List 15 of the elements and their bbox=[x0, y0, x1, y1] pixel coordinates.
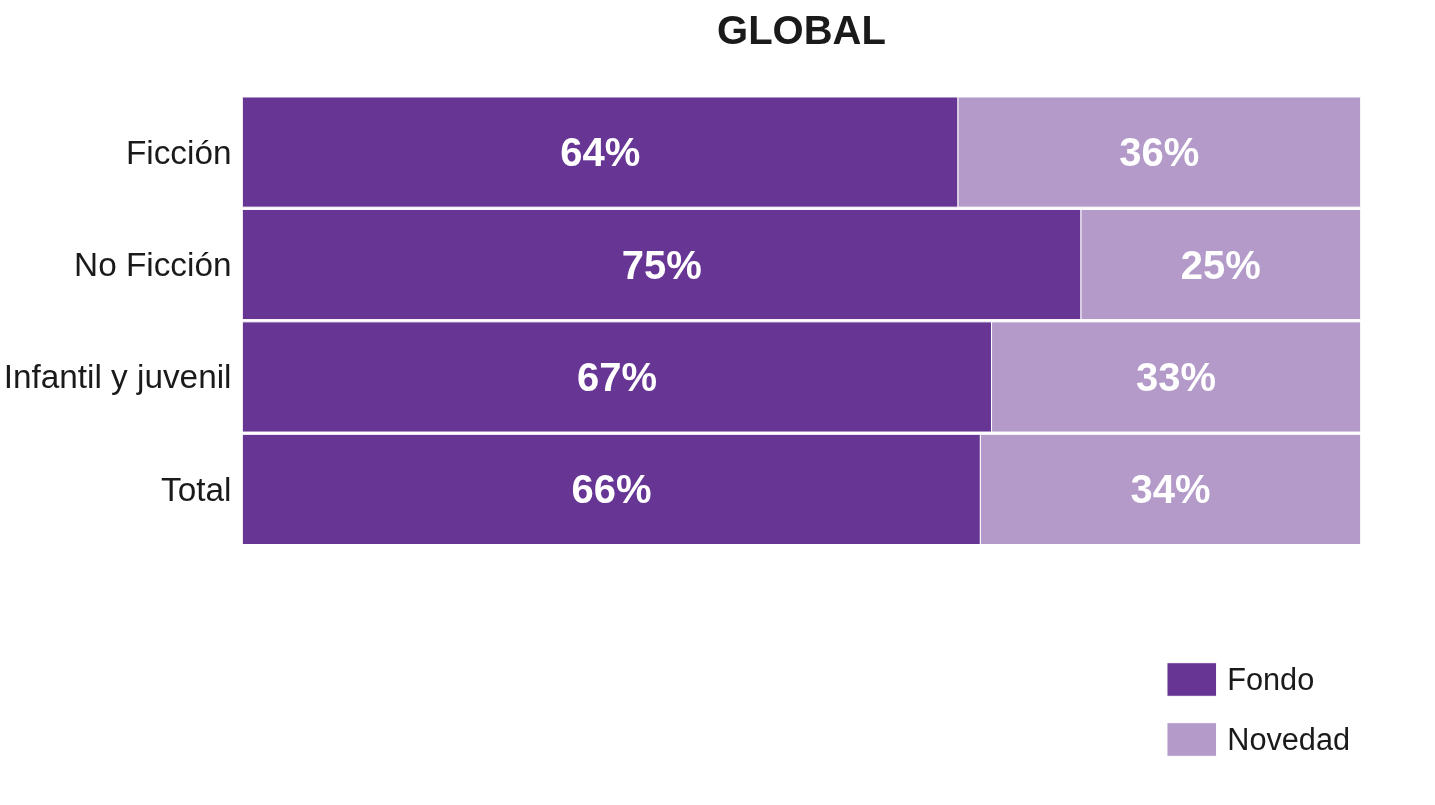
data-label: 34% bbox=[1130, 467, 1211, 512]
legend-label: Fondo bbox=[1227, 661, 1315, 697]
data-label: 33% bbox=[1136, 354, 1217, 399]
y-tick-label: No Ficción bbox=[74, 246, 232, 284]
data-label: 25% bbox=[1180, 242, 1261, 287]
data-label: 66% bbox=[571, 467, 652, 512]
y-tick-label: Total bbox=[161, 470, 232, 508]
data-label: 64% bbox=[560, 130, 641, 175]
data-label: 36% bbox=[1119, 130, 1200, 175]
data-label: 67% bbox=[577, 354, 658, 399]
y-tick-label: Infantil y juvenil bbox=[3, 358, 232, 396]
y-tick-label: Ficción bbox=[125, 133, 232, 171]
legend-label: Novedad bbox=[1227, 721, 1350, 757]
chart-title: GLOBAL bbox=[717, 7, 886, 52]
data-label: 75% bbox=[621, 242, 702, 287]
